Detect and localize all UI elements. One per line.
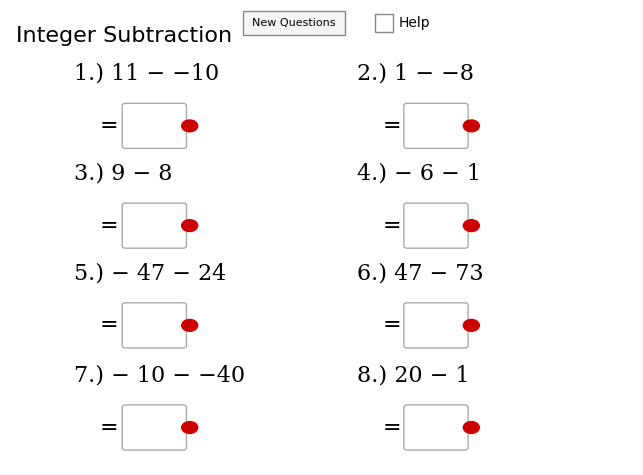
Text: =: = (383, 115, 401, 137)
Text: 3.) 9 − 8: 3.) 9 − 8 (74, 162, 172, 184)
Text: New Questions: New Questions (252, 18, 336, 28)
Text: =: = (383, 314, 401, 336)
Text: Help: Help (399, 16, 430, 30)
Text: 5.) − 47 − 24: 5.) − 47 − 24 (74, 262, 226, 284)
Text: 7.) − 10 − −40: 7.) − 10 − −40 (74, 364, 245, 386)
Text: 6.) 47 − 73: 6.) 47 − 73 (357, 262, 484, 284)
Text: 8.) 20 − 1: 8.) 20 − 1 (357, 364, 469, 386)
Text: 1.) 11 − −10: 1.) 11 − −10 (74, 63, 219, 85)
Text: =: = (383, 417, 401, 438)
Text: =: = (100, 115, 118, 137)
Text: 4.) − 6 − 1: 4.) − 6 − 1 (357, 162, 481, 184)
Text: Integer Subtraction: Integer Subtraction (16, 26, 232, 46)
Text: =: = (100, 215, 118, 237)
Text: =: = (100, 314, 118, 336)
Text: =: = (100, 417, 118, 438)
Text: =: = (383, 215, 401, 237)
Text: 2.) 1 − −8: 2.) 1 − −8 (357, 63, 474, 85)
